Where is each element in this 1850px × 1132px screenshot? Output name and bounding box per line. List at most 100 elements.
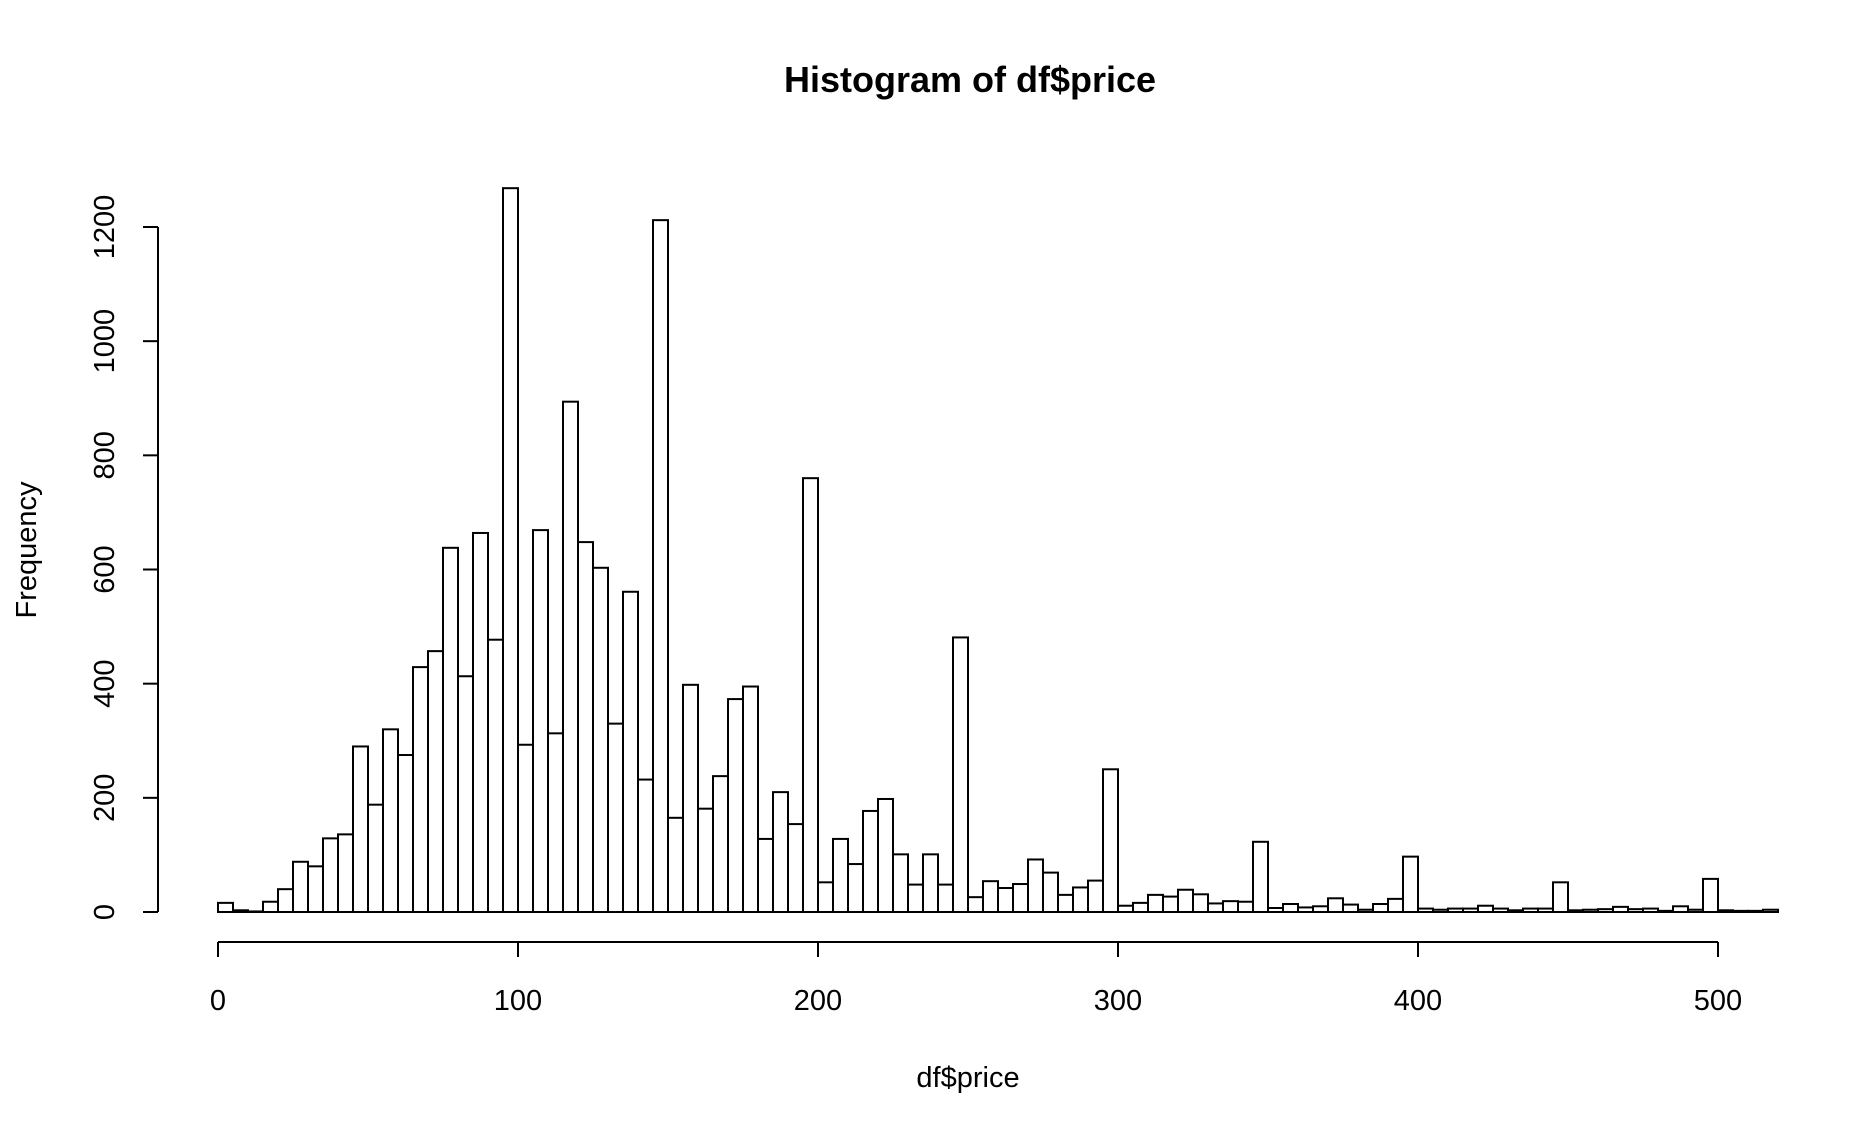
histogram-bar — [1492, 907, 1509, 914]
histogram-bar — [1042, 871, 1059, 913]
histogram-bar — [922, 853, 939, 913]
histogram-bar — [1222, 900, 1239, 914]
histogram-bar — [1342, 903, 1359, 914]
histogram-bar — [1672, 905, 1689, 913]
histogram-bar — [472, 531, 489, 913]
histogram-bar — [292, 860, 309, 914]
histogram-bar — [307, 865, 324, 914]
histogram-bar — [1357, 908, 1374, 913]
y-tick-label: 1200 — [89, 195, 121, 260]
histogram-bar — [502, 187, 519, 913]
histogram-bar — [1117, 904, 1134, 913]
histogram-bar — [1267, 907, 1284, 913]
histogram-bar — [1447, 907, 1464, 914]
y-axis: 0 200 400 600 800 1000 1200 — [89, 195, 159, 920]
histogram-bar — [1462, 907, 1479, 914]
histogram-bar — [1072, 886, 1089, 914]
histogram-bar — [712, 775, 729, 914]
histogram-bar — [1012, 883, 1029, 914]
x-axis: 0 100 200 300 400 500 — [210, 941, 1742, 1017]
histogram-bar — [262, 900, 279, 913]
histogram-bar — [397, 754, 414, 914]
histogram-bar — [772, 791, 789, 914]
histogram-bar — [337, 833, 354, 913]
histogram-bar — [1102, 768, 1119, 913]
histogram-bar — [1177, 888, 1194, 913]
histogram-bar — [862, 809, 879, 914]
histogram-bar — [1732, 909, 1749, 913]
histogram-bar — [1327, 897, 1344, 913]
histogram-bar — [547, 732, 564, 914]
histogram-bar — [1162, 895, 1179, 914]
histogram-bar — [607, 722, 624, 914]
y-tick-label: 200 — [89, 774, 121, 822]
histogram-bar — [1192, 893, 1209, 913]
histogram-bar — [1552, 881, 1569, 914]
histogram-bar — [1237, 900, 1254, 913]
histogram-bar — [1537, 907, 1554, 914]
histogram-bar — [277, 888, 294, 913]
histogram-bar — [997, 887, 1014, 914]
x-tick-label: 100 — [494, 985, 542, 1017]
histogram-bar — [247, 910, 264, 913]
histogram-bar — [757, 837, 774, 913]
histogram-bar — [682, 683, 699, 913]
x-tick-label: 400 — [1394, 985, 1442, 1017]
histogram-bar — [1417, 907, 1434, 914]
x-tick-label: 0 — [210, 985, 226, 1017]
histogram-bar — [1567, 909, 1584, 913]
histogram-bar — [1387, 897, 1404, 913]
histogram-bar — [487, 638, 504, 914]
histogram-bar — [1147, 893, 1164, 914]
histogram-bar — [697, 807, 714, 913]
x-tick-label: 200 — [794, 985, 842, 1017]
histogram-bar — [817, 881, 834, 914]
y-tick-label: 1000 — [89, 309, 121, 374]
histogram-bar — [232, 909, 249, 913]
histogram-bar — [457, 675, 474, 913]
histogram-bar — [427, 650, 444, 913]
histogram-bar — [952, 636, 969, 913]
histogram-bar — [1207, 902, 1224, 914]
y-tick-label: 400 — [89, 659, 121, 707]
histogram-bar — [1582, 908, 1599, 913]
histogram-bar — [442, 546, 459, 913]
y-tick-label: 800 — [89, 431, 121, 479]
histogram-bar — [652, 219, 669, 913]
histogram-bar — [412, 666, 429, 913]
y-tick-label: 600 — [89, 545, 121, 593]
histogram-bar — [1402, 855, 1419, 914]
histogram-bar — [847, 863, 864, 913]
histogram-bar — [1657, 909, 1674, 913]
histogram-bar — [907, 883, 924, 913]
x-tick-label: 300 — [1094, 985, 1142, 1017]
histogram-bar — [562, 400, 579, 913]
histogram-bar — [1477, 904, 1494, 913]
y-axis-label: Frequency — [11, 481, 43, 619]
histogram-bar — [217, 901, 234, 913]
y-tick-label: 0 — [89, 904, 121, 920]
histogram-bar — [1522, 907, 1539, 914]
histogram-bar — [1627, 908, 1644, 914]
histogram-bar — [967, 896, 984, 913]
histogram-bar — [1027, 858, 1044, 913]
x-axis-label: df$price — [916, 1062, 1019, 1094]
histogram-bar — [637, 778, 654, 913]
histogram-bars — [217, 187, 1779, 914]
histogram-bar — [382, 728, 399, 914]
histogram-bar — [577, 541, 594, 913]
histogram-bar — [1312, 905, 1329, 913]
x-tick-label: 500 — [1694, 985, 1742, 1017]
histogram-bar — [1057, 893, 1074, 914]
histogram-bar — [667, 816, 684, 913]
histogram-bar — [1687, 908, 1704, 913]
histogram-bar — [1432, 908, 1449, 913]
histogram-bar — [367, 803, 384, 913]
histogram-bar — [1252, 840, 1269, 913]
histogram-bar — [802, 477, 819, 913]
chart-title: Histogram of df$price — [784, 59, 1156, 100]
histogram-bar — [982, 880, 999, 913]
histogram-bar — [352, 745, 369, 914]
histogram-bar — [1297, 906, 1314, 913]
